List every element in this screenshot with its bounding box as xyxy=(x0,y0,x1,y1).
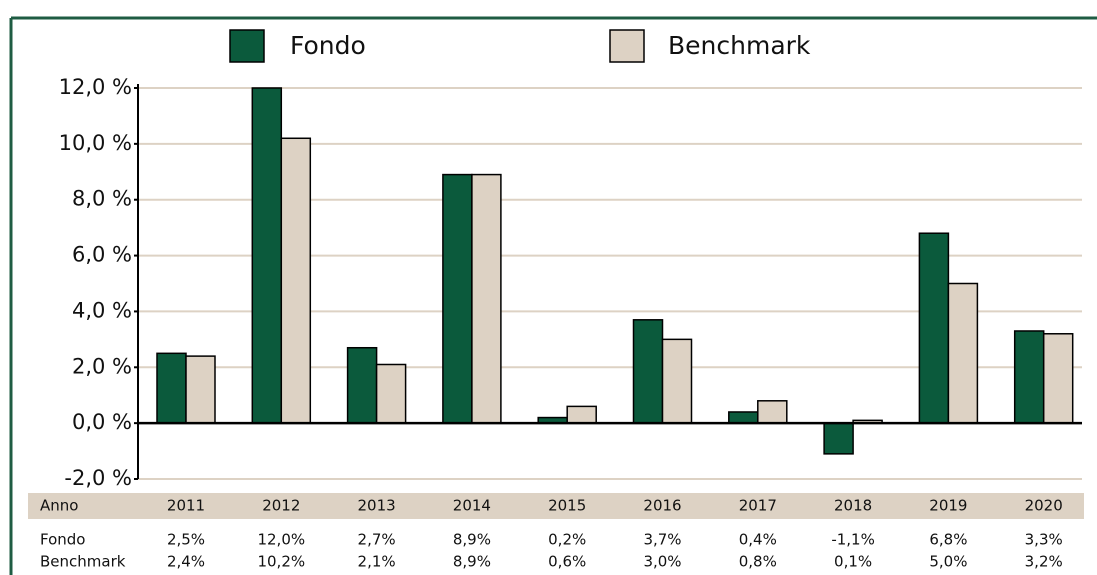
y-tick-label: 8,0 % xyxy=(72,187,132,211)
table-value: 6,8% xyxy=(929,531,967,549)
bar xyxy=(280,137,312,424)
table-value: 0,6% xyxy=(548,553,586,571)
x-tick-label: 2020 xyxy=(1025,497,1063,515)
table-row-label: Fondo xyxy=(40,531,85,549)
table-value: -1,1% xyxy=(831,531,875,549)
x-tick-label: 2011 xyxy=(167,497,205,515)
x-tick-label: 2018 xyxy=(834,497,872,515)
table-value: 0,4% xyxy=(739,531,777,549)
x-tick-label: 2013 xyxy=(358,497,396,515)
bar xyxy=(375,363,407,424)
table-header-label: Anno xyxy=(40,497,78,515)
bar xyxy=(918,232,950,424)
bar xyxy=(156,352,187,424)
table-value: 8,9% xyxy=(453,553,491,571)
bar xyxy=(471,173,502,424)
table-value: 0,2% xyxy=(548,531,586,549)
bar xyxy=(185,355,216,424)
table-value: 2,4% xyxy=(167,553,205,571)
y-tick-label: 2,0 % xyxy=(72,354,132,378)
y-tick-label: 6,0 % xyxy=(72,243,132,267)
table-value: 0,8% xyxy=(739,553,777,571)
bar xyxy=(346,346,378,424)
bar xyxy=(1042,333,1074,424)
table-value: 2,7% xyxy=(358,531,396,549)
table-value: 10,2% xyxy=(257,553,305,571)
y-tick-label: 12,0 % xyxy=(59,75,132,99)
table-value: 3,7% xyxy=(643,531,681,549)
bar xyxy=(823,422,854,455)
table-value: 0,1% xyxy=(834,553,872,571)
bar xyxy=(632,319,664,424)
table-value: 2,1% xyxy=(358,553,396,571)
table-value: 2,5% xyxy=(167,531,205,549)
y-tick-label: -2,0 % xyxy=(64,466,132,490)
bar xyxy=(728,411,759,424)
y-tick-label: 0,0 % xyxy=(72,410,132,434)
bar xyxy=(566,405,597,424)
bar xyxy=(757,400,788,424)
table-value: 8,9% xyxy=(453,531,491,549)
y-tick-label: 4,0 % xyxy=(72,298,132,322)
x-tick-label: 2012 xyxy=(262,497,300,515)
x-tick-label: 2017 xyxy=(739,497,777,515)
x-tick-label: 2016 xyxy=(643,497,681,515)
table-row-label: Benchmark xyxy=(40,553,126,571)
bar xyxy=(661,338,693,424)
table-value: 12,0% xyxy=(257,531,305,549)
table-value: 3,0% xyxy=(643,553,681,571)
table-value: 5,0% xyxy=(929,553,967,571)
legend-swatch xyxy=(609,29,645,63)
bar xyxy=(1013,330,1045,424)
table-value: 3,2% xyxy=(1025,553,1063,571)
legend-label: Benchmark xyxy=(668,31,811,60)
x-tick-label: 2019 xyxy=(929,497,967,515)
bar xyxy=(947,282,979,424)
table-value: 3,3% xyxy=(1025,531,1063,549)
legend-label: Fondo xyxy=(290,31,366,60)
legend-swatch xyxy=(229,29,265,63)
bar xyxy=(442,173,473,424)
x-tick-label: 2015 xyxy=(548,497,586,515)
y-tick-label: 10,0 % xyxy=(59,131,132,155)
x-tick-label: 2014 xyxy=(453,497,491,515)
table-header-band xyxy=(28,493,1084,519)
bar xyxy=(251,87,283,424)
